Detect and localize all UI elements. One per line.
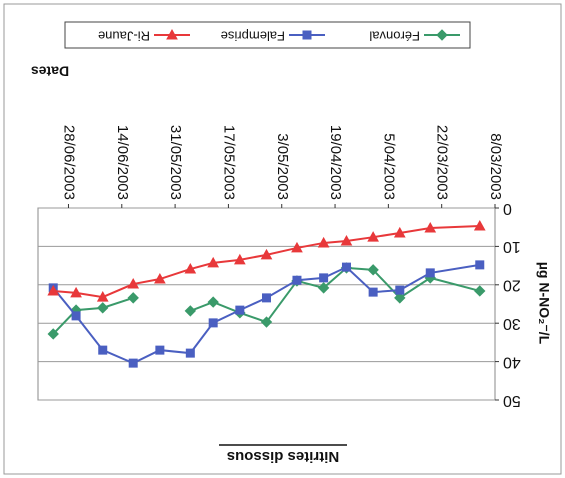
marker	[184, 305, 197, 317]
legend-label: Ri-Jaune	[98, 29, 150, 44]
marker	[436, 29, 448, 41]
marker	[425, 268, 435, 278]
series-line	[53, 225, 480, 299]
marker	[317, 282, 330, 294]
marker	[367, 231, 379, 242]
x-tick-label: 5/04/2003	[380, 133, 397, 200]
marker	[155, 345, 165, 355]
plot-area	[37, 207, 496, 401]
x-tick-label: 3/05/2003	[274, 133, 291, 200]
marker	[97, 302, 109, 314]
marker	[395, 285, 405, 295]
marker	[98, 345, 108, 355]
marker	[474, 285, 486, 297]
marker	[260, 316, 273, 328]
marker	[128, 358, 138, 368]
x-tick-label: 14/06/2003	[114, 125, 131, 200]
series-line	[52, 263, 480, 365]
marker	[292, 275, 302, 285]
marker	[317, 236, 330, 248]
marker	[70, 286, 82, 298]
y-tick-label: 30	[503, 315, 521, 332]
y-tick-label: 20	[503, 277, 521, 294]
x-tick-label: 28/06/2003	[60, 125, 77, 200]
marker	[207, 296, 219, 308]
marker	[47, 328, 59, 340]
x-tick-label: 8/03/2003	[487, 133, 504, 200]
marker	[302, 30, 312, 40]
x-tick-label: 31/05/2003	[167, 125, 184, 200]
marker	[208, 318, 218, 328]
marker	[367, 264, 379, 276]
marker	[185, 348, 195, 358]
marker	[393, 226, 406, 238]
x-axis-label: Dates	[31, 63, 69, 79]
marker	[154, 273, 166, 284]
marker	[319, 273, 329, 283]
marker	[235, 305, 245, 315]
x-tick-label: 22/03/2003	[434, 125, 451, 200]
marker	[473, 220, 486, 231]
marker	[341, 262, 351, 272]
marker	[340, 234, 353, 246]
x-tick-label: 19/04/2003	[327, 125, 344, 200]
y-tick-label: 50	[503, 392, 521, 409]
marker	[260, 248, 273, 260]
marker	[207, 256, 220, 268]
marker	[233, 253, 246, 265]
y-tick-label: 40	[503, 353, 521, 370]
x-tick-label: 17/05/2003	[220, 125, 237, 200]
marker	[262, 293, 271, 303]
marker	[71, 311, 81, 321]
marker	[127, 278, 140, 289]
legend-label: Falemprise	[221, 29, 285, 44]
marker	[291, 241, 303, 253]
marker	[127, 292, 139, 304]
chart-title: Nitrites dissous	[227, 448, 340, 465]
marker	[424, 221, 437, 233]
marker	[475, 260, 485, 270]
marker	[184, 263, 197, 274]
marker	[368, 287, 378, 297]
y-tick-label: 10	[503, 238, 521, 255]
marker	[47, 284, 60, 296]
legend-label: Féronval	[369, 29, 420, 44]
y-tick-label: 0	[503, 200, 512, 217]
legend-box	[64, 21, 471, 49]
y-axis-label: µg N-NO₂⁻/L	[536, 262, 552, 345]
marker	[96, 291, 109, 302]
marker	[166, 28, 178, 40]
